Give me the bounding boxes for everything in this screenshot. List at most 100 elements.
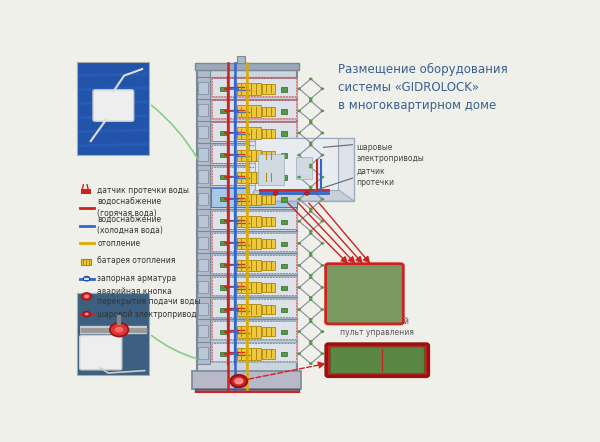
Circle shape <box>297 198 301 201</box>
Bar <box>236 282 260 293</box>
Circle shape <box>309 188 313 191</box>
Bar <box>262 173 275 182</box>
FancyBboxPatch shape <box>80 335 122 370</box>
Circle shape <box>309 97 313 100</box>
Bar <box>211 210 297 229</box>
Circle shape <box>297 352 301 355</box>
Bar <box>239 286 244 290</box>
Bar <box>239 241 244 245</box>
Bar <box>198 325 208 337</box>
Text: датчик
протечки: датчик протечки <box>356 167 394 187</box>
Circle shape <box>320 110 324 112</box>
Text: шаровой электропривод: шаровой электропривод <box>97 309 197 319</box>
FancyBboxPatch shape <box>326 344 428 376</box>
Bar <box>211 188 297 207</box>
Bar <box>212 343 296 361</box>
Bar <box>211 78 297 97</box>
Circle shape <box>320 220 324 223</box>
Bar <box>262 151 275 160</box>
Circle shape <box>320 242 324 245</box>
Bar <box>198 193 208 205</box>
Bar <box>262 261 275 270</box>
Text: датчик протечки воды: датчик протечки воды <box>97 186 189 194</box>
Bar <box>236 304 260 316</box>
Bar <box>212 100 296 118</box>
Bar <box>262 107 275 116</box>
Bar <box>212 255 296 273</box>
Text: в квартире: в квартире <box>330 362 379 371</box>
Circle shape <box>234 377 244 385</box>
Circle shape <box>84 294 89 298</box>
Bar <box>239 197 244 201</box>
Text: Размещение оборудования
системы «GIDROLOCK»
в многоквартирном доме: Размещение оборудования системы «GIDROLO… <box>338 63 508 112</box>
Circle shape <box>309 141 313 144</box>
Circle shape <box>309 122 313 124</box>
Circle shape <box>320 88 324 90</box>
Circle shape <box>320 132 324 134</box>
Bar <box>220 153 226 157</box>
Circle shape <box>309 210 313 213</box>
Bar <box>211 144 297 163</box>
Bar <box>281 352 287 356</box>
Bar <box>198 126 208 138</box>
Text: АВАРИЯ: АВАРИЯ <box>328 348 382 361</box>
Bar <box>239 153 244 157</box>
FancyBboxPatch shape <box>93 90 134 121</box>
Circle shape <box>309 77 313 80</box>
Bar <box>281 220 287 224</box>
Text: блок
управления
системы
GIDROLOCK: блок управления системы GIDROLOCK <box>338 272 391 316</box>
Bar <box>239 352 244 356</box>
Bar <box>239 109 244 113</box>
Text: аварийная кнопка
перекрытия подачи воды: аварийная кнопка перекрытия подачи воды <box>97 287 200 306</box>
Circle shape <box>309 340 313 343</box>
Bar <box>198 303 208 315</box>
Circle shape <box>297 308 301 311</box>
Bar <box>220 308 226 312</box>
Circle shape <box>297 242 301 245</box>
Bar <box>198 259 208 271</box>
Bar <box>296 157 312 179</box>
Circle shape <box>309 119 313 122</box>
Bar <box>239 263 244 267</box>
Bar <box>212 145 296 163</box>
Bar <box>212 167 296 185</box>
Circle shape <box>309 166 313 168</box>
Bar <box>80 259 91 265</box>
Bar <box>212 277 296 295</box>
Bar <box>77 61 149 155</box>
Circle shape <box>82 293 92 300</box>
Bar <box>236 260 260 271</box>
Circle shape <box>309 99 313 102</box>
Circle shape <box>297 132 301 134</box>
Bar <box>236 348 260 360</box>
Bar <box>194 63 299 70</box>
Bar <box>212 211 296 229</box>
Circle shape <box>273 192 278 195</box>
Circle shape <box>320 176 324 179</box>
Circle shape <box>85 313 88 316</box>
Bar <box>194 389 299 397</box>
Circle shape <box>309 186 313 188</box>
FancyBboxPatch shape <box>326 264 403 324</box>
Bar <box>211 276 297 296</box>
Circle shape <box>297 264 301 267</box>
Bar <box>262 84 275 94</box>
Circle shape <box>309 298 313 301</box>
Circle shape <box>309 232 313 235</box>
Bar <box>197 70 297 375</box>
Bar <box>220 131 226 135</box>
Circle shape <box>309 276 313 279</box>
Circle shape <box>297 176 301 179</box>
Circle shape <box>320 154 324 156</box>
Circle shape <box>309 362 313 365</box>
Circle shape <box>297 330 301 333</box>
Bar <box>198 82 208 94</box>
Bar <box>262 349 275 358</box>
Text: дистанционный
пульт управления: дистанционный пульт управления <box>340 317 414 337</box>
Bar <box>198 237 208 249</box>
Bar <box>281 87 287 91</box>
Bar <box>80 189 91 194</box>
Bar <box>239 219 244 223</box>
Bar <box>220 175 226 179</box>
Circle shape <box>309 254 313 257</box>
